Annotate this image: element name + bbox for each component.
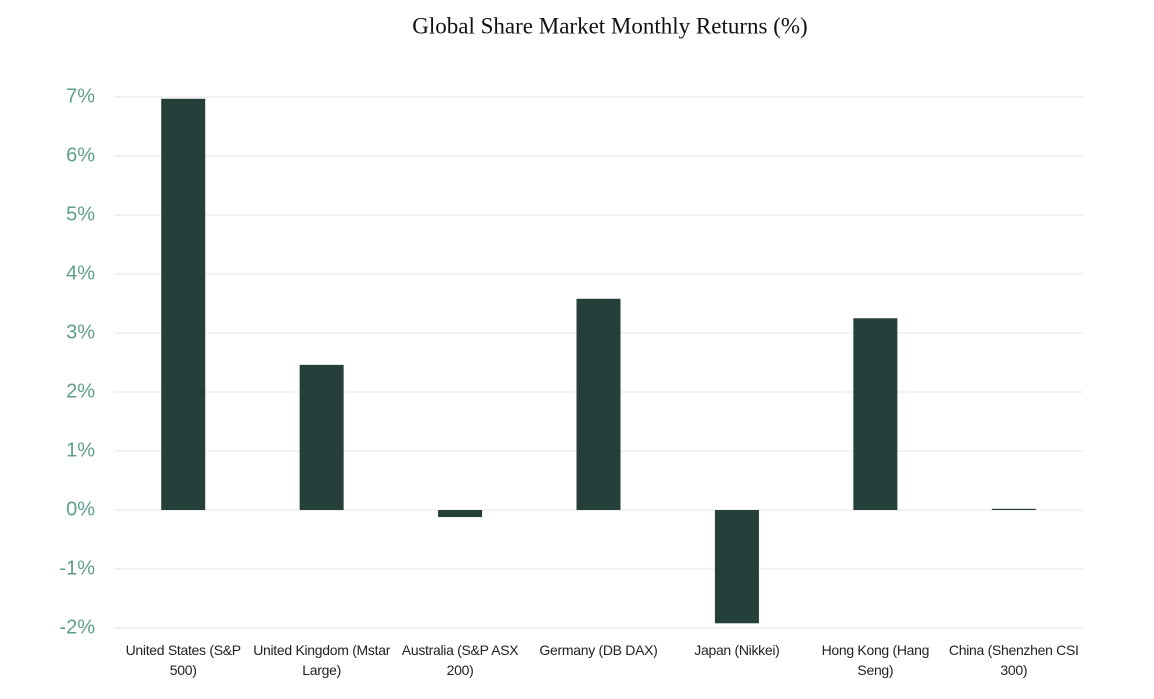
y-tick-label: 0% bbox=[66, 498, 95, 520]
y-tick-label: -2% bbox=[59, 616, 95, 638]
x-tick-label: China (Shenzhen CSI 300) bbox=[948, 642, 1079, 678]
chart-title: Global Share Market Monthly Returns (%) bbox=[412, 13, 807, 38]
x-tick-label: United States (S&P 500) bbox=[125, 642, 242, 678]
y-tick-label: 2% bbox=[66, 380, 95, 402]
x-tick-label: Japan (Nikkei) bbox=[694, 642, 780, 658]
bar bbox=[853, 318, 898, 510]
bar bbox=[161, 98, 206, 511]
y-tick-label: 6% bbox=[66, 144, 95, 166]
x-tick-label: United Kingdom (Mstar Large) bbox=[253, 642, 391, 678]
y-tick-label: 7% bbox=[66, 85, 95, 107]
x-tick-label: Germany (DB DAX) bbox=[539, 642, 658, 658]
x-tick-label: Hong Kong (Hang Seng) bbox=[821, 642, 930, 678]
bar bbox=[991, 508, 1036, 510]
bar bbox=[438, 510, 483, 518]
y-tick-label: 5% bbox=[66, 203, 95, 225]
y-tick-label: 1% bbox=[66, 439, 95, 461]
y-tick-label: -1% bbox=[59, 557, 95, 579]
y-tick-label: 4% bbox=[66, 262, 95, 284]
x-tick-label: Australia (S&P ASX 200) bbox=[401, 642, 519, 678]
y-tick-label: 3% bbox=[66, 321, 95, 343]
bar bbox=[576, 298, 621, 510]
bar bbox=[714, 510, 759, 624]
bar bbox=[299, 364, 344, 510]
